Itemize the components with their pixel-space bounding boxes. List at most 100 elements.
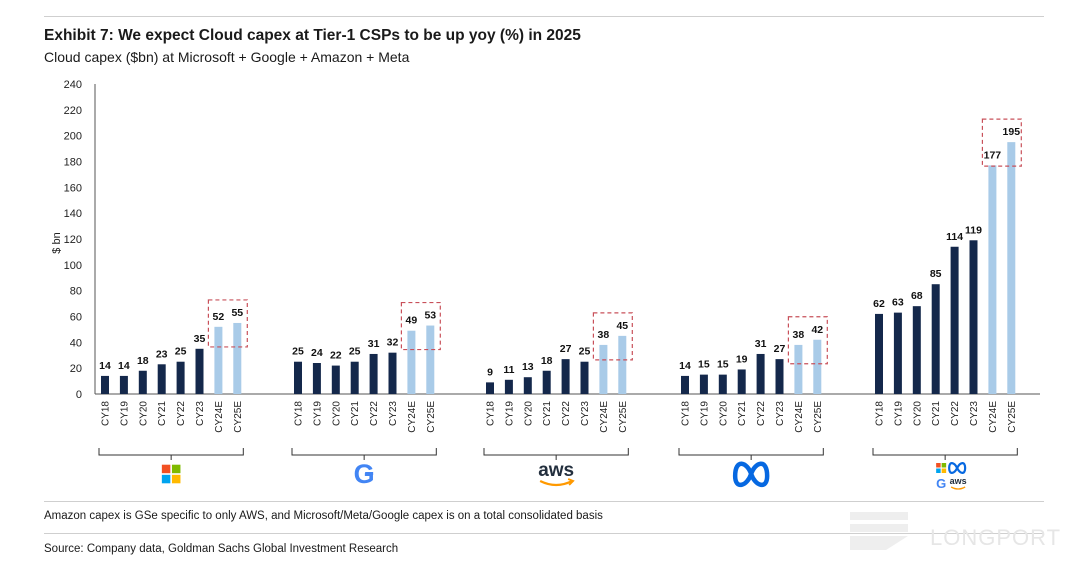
data-label: 45 <box>616 320 628 332</box>
svg-text:G: G <box>354 459 375 489</box>
bar <box>893 312 902 394</box>
x-tick-label: CY22 <box>369 401 380 426</box>
x-tick-label: CY19 <box>504 401 515 426</box>
data-label: 42 <box>811 324 823 336</box>
bar <box>407 330 416 394</box>
svg-text:G: G <box>936 476 946 491</box>
x-tick-label: CY19 <box>699 401 710 426</box>
svg-text:aws: aws <box>538 460 574 481</box>
data-label: 22 <box>330 350 342 362</box>
bar <box>542 370 551 394</box>
y-tick-label: 120 <box>64 234 82 246</box>
x-tick-label: CY25E <box>813 401 824 433</box>
x-tick-label: CY18 <box>681 401 692 426</box>
bar <box>388 352 397 394</box>
bar <box>756 353 765 394</box>
bar <box>988 165 997 394</box>
data-label: 14 <box>679 360 691 372</box>
bar <box>875 313 883 394</box>
bar <box>176 361 185 394</box>
microsoft-logo-icon <box>161 464 181 484</box>
y-tick-label: 100 <box>64 260 82 272</box>
data-label: 114 <box>946 231 963 243</box>
source-rule <box>44 533 1044 534</box>
data-label: 32 <box>387 337 399 349</box>
x-tick-label: CY24E <box>407 401 418 433</box>
x-tick-label: CY25E <box>426 401 437 433</box>
y-tick-label: 200 <box>64 131 82 143</box>
data-label: 31 <box>755 338 767 350</box>
group-bracket <box>872 448 1018 460</box>
x-tick-label: CY21 <box>542 401 553 426</box>
bar <box>157 364 166 394</box>
data-label: 25 <box>349 346 361 358</box>
capex-bar-chart: 0 20 40 60 80 100 120 140 160 180 200 220 240 $ bn 14 C… <box>51 79 1040 491</box>
x-tick-label: CY25E <box>618 401 629 433</box>
bar-group-google: 25 CY18 24 CY19 22 CY20 25 CY21 31 CY22 32 CY23 49 CY… <box>291 301 441 489</box>
data-label: 62 <box>873 298 885 310</box>
microsoft-logo-icon <box>936 463 947 473</box>
bar <box>312 363 321 394</box>
aws-logo-icon: aws <box>950 476 967 490</box>
data-label: 14 <box>118 360 130 372</box>
x-tick-label: CY20 <box>718 401 729 426</box>
bar-group-microsoft: 14 CY18 14 CY19 18 CY20 23 CY21 25 CY22 35 CY23 52 CY… <box>98 299 248 484</box>
data-label: 18 <box>541 355 553 367</box>
data-label: 52 <box>213 311 225 323</box>
data-label: 38 <box>598 329 610 341</box>
bar <box>233 322 242 394</box>
aws-logo-icon: aws <box>538 460 575 487</box>
x-tick-label: CY20 <box>523 401 534 426</box>
bar <box>699 374 708 394</box>
google-logo-icon: G <box>354 459 375 489</box>
y-tick-label: 0 <box>76 389 82 401</box>
estimate-highlight-box <box>400 301 441 351</box>
y-tick-label: 40 <box>70 337 82 349</box>
x-tick-label: CY24E <box>988 401 999 433</box>
group-bracket <box>678 448 824 460</box>
group-bracket <box>98 448 244 460</box>
x-tick-label: CY18 <box>875 401 886 426</box>
x-tick-label: CY23 <box>195 401 206 426</box>
x-tick-label: CY20 <box>912 401 923 426</box>
y-tick-label: 80 <box>70 286 82 298</box>
bar <box>950 246 959 394</box>
estimate-highlight-box <box>592 312 633 361</box>
chart-subtitle: Cloud capex ($bn) at Microsoft + Google … <box>44 49 410 65</box>
data-label: 24 <box>311 347 323 359</box>
data-label: 35 <box>194 333 206 345</box>
data-label: 15 <box>698 359 710 371</box>
bar <box>618 335 627 394</box>
y-tick-label: 220 <box>64 105 82 117</box>
bar <box>138 370 147 394</box>
y-tick-label: 20 <box>70 363 82 375</box>
google-logo-icon: G <box>936 476 946 491</box>
data-label: 27 <box>560 343 572 355</box>
x-tick-label: CY24E <box>214 401 225 433</box>
data-label: 25 <box>579 346 591 358</box>
bar <box>486 382 494 394</box>
x-tick-label: CY23 <box>580 401 591 426</box>
bar <box>718 374 727 394</box>
x-tick-label: CY18 <box>486 401 497 426</box>
bar <box>794 344 803 394</box>
watermark-text: LONGPORT <box>930 525 1062 550</box>
data-label: 49 <box>406 315 418 327</box>
data-label: 23 <box>156 348 168 360</box>
x-tick-label: CY20 <box>331 401 342 426</box>
data-label: 27 <box>774 343 786 355</box>
data-label: 63 <box>892 297 904 309</box>
bar <box>369 353 378 394</box>
bar <box>599 344 608 394</box>
x-tick-label: CY25E <box>1007 401 1018 433</box>
data-label: 55 <box>231 307 243 319</box>
y-axis-label: $ bn <box>51 232 63 253</box>
x-tick-label: CY24E <box>794 401 805 433</box>
data-label: 85 <box>930 268 942 280</box>
bar <box>523 377 532 394</box>
x-tick-label: CY19 <box>312 401 323 426</box>
estimate-highlight-box <box>207 299 248 348</box>
bar <box>931 284 940 394</box>
bar <box>775 359 784 394</box>
